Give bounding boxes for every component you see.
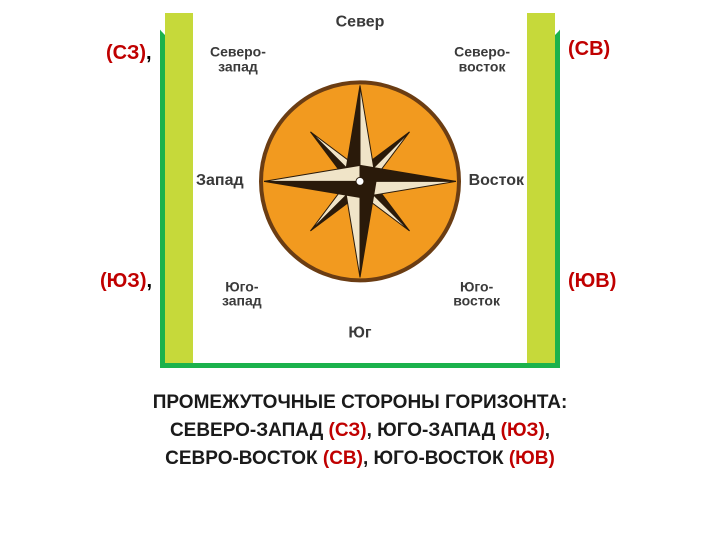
dir-label-s: Юг [348, 326, 371, 343]
dir-label-se: Юго-восток [453, 279, 500, 308]
frame-side-right [527, 13, 555, 363]
corner-nw: (СЗ), [106, 42, 152, 65]
corner-sw: (ЮЗ), [100, 270, 152, 293]
corner-se: (ЮВ) [568, 270, 616, 293]
dir-label-n: Север [336, 14, 385, 31]
abbr-yz: (ЮЗ) [501, 420, 545, 441]
caption-line-3: СЕВРО-ВОСТОК (СВ), ЮГО-ВОСТОК (ЮВ) [0, 448, 720, 470]
dir-label-w: Запад [196, 173, 244, 190]
frame-side-left [165, 13, 193, 363]
dir-label-nw: Северо-запад [210, 44, 266, 73]
diagram-frame: Север Юг Запад Восток Северо-запад Север… [160, 8, 560, 368]
abbr-nw: (СЗ) [106, 42, 146, 64]
abbr-ne: (СВ) [568, 38, 610, 60]
dir-label-e: Восток [469, 173, 524, 190]
abbr-sz: (СЗ) [329, 420, 367, 441]
caption-line-2: СЕВЕРО-ЗАПАД (СЗ), ЮГО-ЗАПАД (ЮЗ), [0, 420, 720, 442]
abbr-sv: (СВ) [323, 448, 363, 469]
abbr-yv: (ЮВ) [509, 448, 555, 469]
dir-label-sw: Юго-запад [222, 279, 262, 308]
dir-label-ne: Северо-восток [454, 44, 510, 73]
abbr-se: (ЮВ) [568, 270, 616, 292]
caption-line-1: ПРОМЕЖУТОЧНЫЕ СТОРОНЫ ГОРИЗОНТА: [0, 392, 720, 414]
corner-ne: (СВ) [568, 38, 610, 61]
abbr-sw: (ЮЗ) [100, 270, 146, 292]
compass-container: Север Юг Запад Восток Северо-запад Север… [200, 16, 520, 346]
